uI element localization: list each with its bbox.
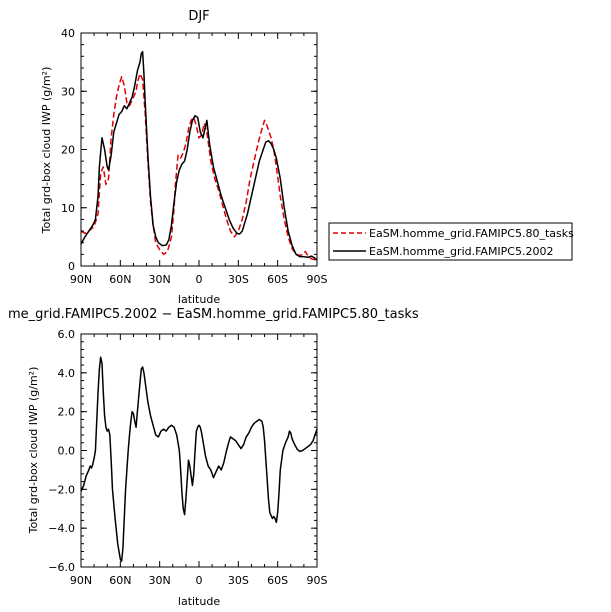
chart2-x-tick-label: 90N — [70, 574, 92, 587]
chart2-y-tick-label: 0.0 — [58, 445, 76, 458]
top-x-axis-label: latitude — [178, 293, 220, 306]
chart1-y-tick-label: 10 — [61, 202, 75, 215]
chart2-x-tick-label: 60S — [267, 574, 288, 587]
chart1-x-tick-label: 0 — [196, 273, 203, 286]
bottom-difference-chart: me_grid.FAMIPC5.2002 − EaSM.homme_grid.F… — [8, 307, 419, 608]
legend-box — [328, 222, 573, 261]
legend-label-series-2: EaSM.homme_grid.FAMIPC5.2002 — [369, 245, 553, 258]
chart2-x-tick-label: 30N — [149, 574, 171, 587]
chart2-x-tick-label: 0 — [196, 574, 203, 587]
bottom-x-axis-label: latitude — [178, 595, 220, 608]
chart1-series-1-line — [80, 73, 318, 261]
bottom-chart-title: me_grid.FAMIPC5.2002 − EaSM.homme_grid.F… — [8, 307, 419, 322]
chart2-series-1-line — [80, 356, 318, 562]
top-plot-area: 90N 60N 30N 0 30S 60S 90S 0 10 20 30 40 — [61, 27, 328, 286]
top-line-chart: DJF 90N 60N 30N 0 30S 60S 90S 0 10 20 30 40 latitud… — [40, 9, 328, 306]
chart1-x-tick-label: 60N — [109, 273, 131, 286]
chart1-frame — [80, 32, 318, 267]
top-chart-title: DJF — [188, 9, 209, 24]
chart2-y-tick-label: −6.0 — [48, 561, 75, 574]
chart2-y-tick-label: −4.0 — [48, 522, 75, 535]
chart2-x-tick-label: 60N — [109, 574, 131, 587]
bottom-plot-area: 90N 60N 30N 0 30S 60S 90S 6.0 4.0 2.0 0.0 −2.0 −4.0 −… — [48, 328, 327, 587]
top-y-axis-label: Total grd-box cloud IWP (g/m²) — [40, 67, 53, 235]
chart1-x-tick-label: 90N — [70, 273, 92, 286]
chart1-y-tick-label: 0 — [68, 260, 75, 273]
chart2-x-tick-label: 90S — [307, 574, 328, 587]
chart1-series-2-line — [80, 50, 318, 261]
chart2-x-tick-label: 30S — [228, 574, 249, 587]
chart2-y-tick-label: −2.0 — [48, 483, 75, 496]
legend-label-series-1: EaSM.homme_grid.FAMIPC5.80_tasks — [369, 227, 574, 240]
chart2-y-tick-label: 2.0 — [58, 406, 76, 419]
chart1-x-tick-label: 60S — [267, 273, 288, 286]
chart1-x-tick-label: 90S — [307, 273, 328, 286]
chart1-x-tick-label: 30N — [149, 273, 171, 286]
chart2-y-tick-label: 4.0 — [58, 367, 76, 380]
bottom-y-axis-label: Total grd-box cloud IWP (g/m²) — [27, 367, 40, 535]
chart1-y-tick-label: 40 — [61, 27, 75, 40]
chart1-y-tick-label: 30 — [61, 85, 75, 98]
legend: EaSM.homme_grid.FAMIPC5.80_tasks EaSM.ho… — [328, 222, 574, 261]
chart1-y-tick-label: 20 — [61, 144, 75, 157]
chart2-y-tick-label: 6.0 — [58, 328, 76, 341]
chart1-x-tick-label: 30S — [228, 273, 249, 286]
